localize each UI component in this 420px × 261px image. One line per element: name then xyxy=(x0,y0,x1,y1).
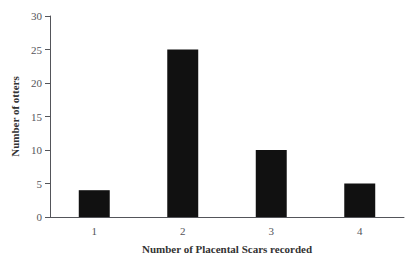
svg-text:Number of otters: Number of otters xyxy=(9,76,21,157)
svg-text:30: 30 xyxy=(31,10,43,22)
svg-text:10: 10 xyxy=(31,144,43,156)
svg-text:1: 1 xyxy=(92,225,98,237)
svg-text:20: 20 xyxy=(31,77,43,89)
svg-text:3: 3 xyxy=(269,225,275,237)
svg-text:4: 4 xyxy=(357,225,363,237)
svg-text:Number of Placental Scars reco: Number of Placental Scars recorded xyxy=(142,243,312,255)
svg-text:0: 0 xyxy=(37,211,43,223)
svg-text:2: 2 xyxy=(180,225,186,237)
svg-text:25: 25 xyxy=(31,44,43,56)
svg-text:15: 15 xyxy=(31,111,43,123)
svg-text:5: 5 xyxy=(37,178,43,190)
